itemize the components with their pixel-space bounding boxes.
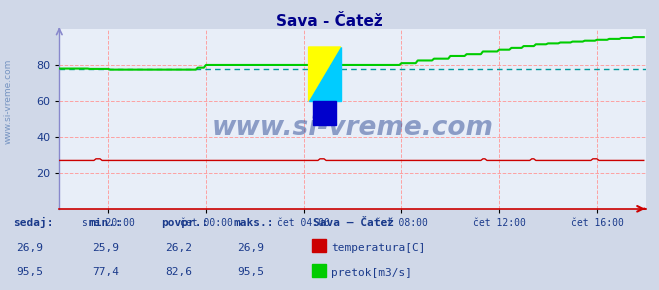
Text: www.si-vreme.com: www.si-vreme.com bbox=[3, 59, 13, 144]
Text: 25,9: 25,9 bbox=[92, 243, 119, 253]
Text: maks.:: maks.: bbox=[234, 218, 274, 228]
Text: pretok[m3/s]: pretok[m3/s] bbox=[331, 267, 413, 278]
Text: min.:: min.: bbox=[89, 218, 123, 228]
Text: povpr.:: povpr.: bbox=[161, 218, 209, 228]
Text: temperatura[C]: temperatura[C] bbox=[331, 243, 426, 253]
Text: 26,9: 26,9 bbox=[237, 243, 264, 253]
Text: 95,5: 95,5 bbox=[237, 267, 264, 278]
Polygon shape bbox=[308, 47, 341, 101]
Text: 95,5: 95,5 bbox=[16, 267, 43, 278]
Text: Sava – Čatež: Sava – Čatež bbox=[313, 218, 394, 228]
Polygon shape bbox=[314, 101, 336, 125]
Text: Sava - Čatež: Sava - Čatež bbox=[276, 14, 383, 30]
Text: 77,4: 77,4 bbox=[92, 267, 119, 278]
Text: 26,2: 26,2 bbox=[165, 243, 192, 253]
Text: sedaj:: sedaj: bbox=[13, 217, 53, 228]
Polygon shape bbox=[308, 47, 341, 101]
Text: 82,6: 82,6 bbox=[165, 267, 192, 278]
Text: 26,9: 26,9 bbox=[16, 243, 43, 253]
Text: www.si-vreme.com: www.si-vreme.com bbox=[212, 115, 494, 141]
